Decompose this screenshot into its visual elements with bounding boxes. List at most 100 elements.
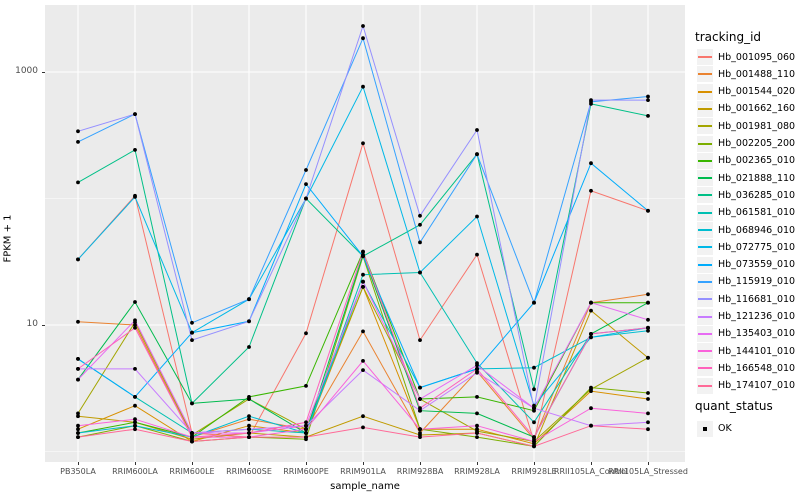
- legend-entry-label: Hb_061581_010: [718, 207, 796, 219]
- black-square-point-icon: [703, 426, 707, 431]
- legend-entry: Hb_144101_010: [697, 343, 795, 360]
- data-point: [304, 435, 308, 439]
- series-color-swatch: [698, 263, 712, 266]
- legend-key-line-icon: [697, 222, 713, 238]
- data-point: [418, 240, 422, 245]
- x-tick-mark: [419, 462, 421, 465]
- data-point: [646, 397, 650, 401]
- data-point: [475, 367, 479, 371]
- series-color-swatch: [698, 350, 712, 353]
- x-tick-mark: [476, 462, 478, 465]
- y-axis-title: FPKM + 1: [2, 214, 14, 263]
- data-point: [76, 367, 80, 371]
- data-point: [76, 357, 80, 361]
- data-point: [418, 397, 422, 401]
- series-color-swatch: [698, 315, 712, 318]
- legend-entry-label: Hb_144101_010: [718, 345, 796, 357]
- legend-entry-label: Hb_001095_060: [718, 51, 796, 63]
- legend-entry: Hb_174107_010: [697, 377, 795, 394]
- x-tick-mark: [647, 462, 649, 465]
- legend-entry: Hb_073559_010: [697, 256, 795, 273]
- data-point: [475, 363, 479, 368]
- x-tick-mark: [305, 462, 307, 465]
- data-point: [361, 36, 365, 41]
- data-point: [361, 84, 365, 89]
- legend-entry: Hb_001095_060: [697, 49, 795, 66]
- data-point: [418, 406, 422, 411]
- data-point: [76, 180, 80, 185]
- y-tick-mark: [42, 71, 45, 73]
- legend-entry: Hb_001662_160: [697, 100, 795, 117]
- data-point: [361, 359, 365, 363]
- legend-entry: Hb_002365_010: [697, 152, 795, 169]
- data-point: [418, 270, 422, 275]
- legend-entry-label: Hb_115919_010: [718, 276, 796, 288]
- legend-entry-label: Hb_068946_010: [718, 224, 796, 236]
- legend-key-line-icon: [697, 291, 713, 308]
- legend-key-line-icon: [697, 170, 713, 187]
- data-point: [646, 114, 650, 118]
- data-points: [76, 24, 650, 449]
- data-point: [76, 377, 80, 382]
- data-point: [304, 423, 308, 428]
- data-point: [76, 414, 80, 419]
- legend-entry-label: Hb_174107_010: [718, 380, 796, 392]
- data-point: [589, 423, 593, 428]
- data-point: [76, 411, 80, 416]
- data-point: [475, 152, 479, 157]
- data-point: [532, 387, 536, 392]
- data-point: [646, 420, 650, 425]
- panel-background: [45, 5, 685, 462]
- data-point: [361, 254, 365, 259]
- data-point: [76, 319, 80, 324]
- data-point: [475, 370, 479, 375]
- data-point: [76, 427, 80, 432]
- data-point: [589, 335, 593, 340]
- x-axis-title: sample_name: [330, 481, 400, 492]
- legend-key-line-icon: [697, 204, 713, 221]
- legend-key-line-icon: [697, 360, 713, 377]
- data-point: [133, 323, 137, 327]
- data-point: [532, 300, 536, 305]
- data-point: [532, 435, 536, 439]
- x-tick-mark: [533, 462, 535, 465]
- data-point: [361, 24, 365, 28]
- data-point: [361, 272, 365, 277]
- data-point: [304, 431, 308, 435]
- data-point: [646, 98, 650, 102]
- legend-entry: Hb_068946_010: [697, 222, 795, 239]
- data-point: [247, 427, 251, 432]
- data-point: [475, 128, 479, 132]
- legend-key-point-icon: [697, 420, 713, 437]
- data-point: [589, 308, 593, 313]
- legend-key-line-icon: [697, 187, 713, 204]
- x-tick-label: RRIM901LA: [340, 467, 386, 476]
- data-point: [646, 427, 650, 432]
- data-point: [361, 141, 365, 146]
- legend-key-line-icon: [697, 152, 713, 169]
- series-color-swatch: [698, 367, 712, 370]
- data-point: [190, 435, 194, 439]
- x-tick-mark: [248, 462, 250, 465]
- legend-entry-label: Hb_036285_010: [718, 189, 796, 201]
- data-point: [304, 384, 308, 388]
- legend-entry-label: Hb_135403_010: [718, 328, 796, 340]
- data-point: [133, 148, 137, 152]
- legend-entry-label: Hb_021888_110: [718, 172, 796, 184]
- data-point: [646, 300, 650, 305]
- series-color-swatch: [698, 125, 712, 128]
- data-point: [247, 417, 251, 422]
- data-point: [190, 439, 194, 444]
- data-point: [646, 391, 650, 395]
- x-tick-label: RRIM600PE: [283, 467, 329, 476]
- data-point: [532, 439, 536, 444]
- legend-entry-label: Hb_001488_110: [718, 68, 796, 80]
- data-point: [133, 367, 137, 371]
- data-point: [133, 427, 137, 432]
- data-point: [190, 431, 194, 435]
- data-point: [646, 325, 650, 330]
- legend-entry: Hb_115919_010: [697, 273, 795, 290]
- data-point: [190, 330, 194, 335]
- legend-key-line-icon: [697, 325, 713, 342]
